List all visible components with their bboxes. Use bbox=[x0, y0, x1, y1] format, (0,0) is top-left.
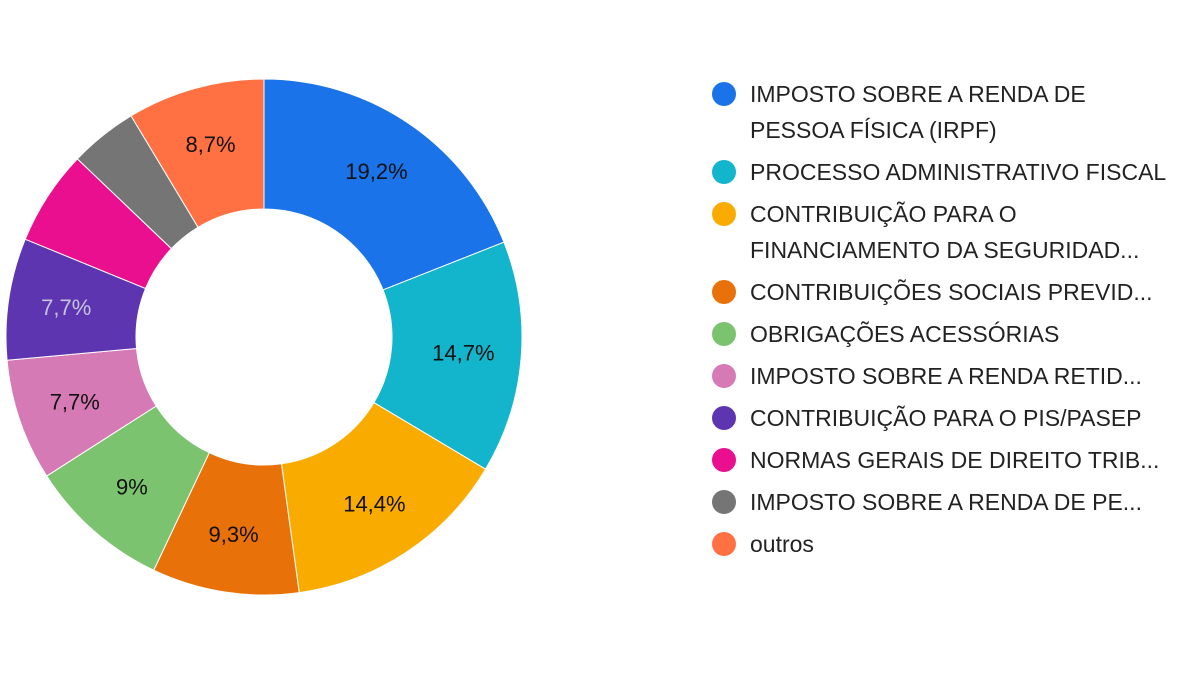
legend-item-2[interactable]: PROCESSO ADMINISTRATIVO FISCAL bbox=[712, 154, 1182, 190]
legend-item-7[interactable]: CONTRIBUIÇÃO PARA O PIS/PASEP bbox=[712, 400, 1182, 436]
legend-item-9[interactable]: IMPOSTO SOBRE A RENDA DE PE... bbox=[712, 484, 1182, 520]
legend-swatch-6 bbox=[712, 364, 736, 388]
legend-swatch-3 bbox=[712, 202, 736, 226]
legend-label-10: outros bbox=[750, 531, 814, 557]
legend-swatch-5 bbox=[712, 322, 736, 346]
donut-slice-3[interactable] bbox=[280, 401, 487, 594]
legend-item-10[interactable]: outros bbox=[712, 526, 1182, 562]
donut-plot-area: 19,2% 14,7% 14,4% 9,3% 9% 7,7% 7,7% 8,7% bbox=[5, 78, 523, 596]
legend-item-3[interactable]: CONTRIBUIÇÃO PARA O FINANCIAMENTO DA SEG… bbox=[712, 196, 1182, 268]
legend-label-7: CONTRIBUIÇÃO PARA O PIS/PASEP bbox=[750, 405, 1142, 431]
slice-value-label-10: 8,7% bbox=[185, 132, 235, 157]
donut-slice-10[interactable] bbox=[130, 78, 265, 228]
legend-item-4[interactable]: CONTRIBUIÇÕES SOCIAIS PREVID... bbox=[712, 274, 1182, 310]
donut-slice-2[interactable] bbox=[373, 241, 523, 470]
legend-swatch-8 bbox=[712, 448, 736, 472]
legend-swatch-4 bbox=[712, 280, 736, 304]
legend-label-6: IMPOSTO SOBRE A RENDA RETID... bbox=[750, 363, 1142, 389]
legend-item-1[interactable]: IMPOSTO SOBRE A RENDA DE PESSOA FÍSICA (… bbox=[712, 76, 1182, 148]
legend-swatch-7 bbox=[712, 406, 736, 430]
slice-value-label-4: 9,3% bbox=[209, 522, 259, 547]
legend-label-1: IMPOSTO SOBRE A RENDA DE PESSOA FÍSICA (… bbox=[750, 81, 1086, 143]
donut-slice-1[interactable] bbox=[263, 78, 505, 291]
slice-value-label-3: 14,4% bbox=[343, 491, 405, 516]
legend-swatch-2 bbox=[712, 160, 736, 184]
legend-label-2: PROCESSO ADMINISTRATIVO FISCAL bbox=[750, 159, 1167, 185]
legend-label-5: OBRIGAÇÕES ACESSÓRIAS bbox=[750, 321, 1060, 347]
legend-item-8[interactable]: NORMAS GERAIS DE DIREITO TRIB... bbox=[712, 442, 1182, 478]
legend-label-4: CONTRIBUIÇÕES SOCIAIS PREVID... bbox=[750, 279, 1153, 305]
legend-label-9: IMPOSTO SOBRE A RENDA DE PE... bbox=[750, 489, 1142, 515]
slice-value-label-7: 7,7% bbox=[41, 295, 91, 320]
legend-item-5[interactable]: OBRIGAÇÕES ACESSÓRIAS bbox=[712, 316, 1182, 352]
slice-value-label-1: 19,2% bbox=[345, 159, 407, 184]
legend-label-8: NORMAS GERAIS DE DIREITO TRIB... bbox=[750, 447, 1160, 473]
legend-label-3: CONTRIBUIÇÃO PARA O FINANCIAMENTO DA SEG… bbox=[750, 201, 1140, 263]
slice-value-label-5: 9% bbox=[116, 475, 148, 500]
chart-legend: IMPOSTO SOBRE A RENDA DE PESSOA FÍSICA (… bbox=[712, 76, 1182, 568]
legend-swatch-9 bbox=[712, 490, 736, 514]
legend-item-6[interactable]: IMPOSTO SOBRE A RENDA RETID... bbox=[712, 358, 1182, 394]
legend-swatch-1 bbox=[712, 82, 736, 106]
slice-value-label-2: 14,7% bbox=[432, 341, 494, 366]
slice-value-label-6: 7,7% bbox=[50, 389, 100, 414]
legend-swatch-10 bbox=[712, 532, 736, 556]
